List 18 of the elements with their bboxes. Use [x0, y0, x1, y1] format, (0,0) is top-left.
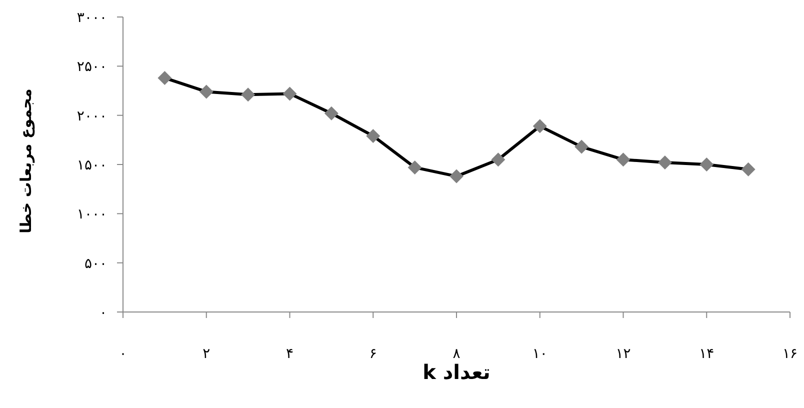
- x-tick-label: ۱۰: [532, 346, 548, 362]
- y-tick-label: ۲۰۰۰: [76, 108, 107, 124]
- x-tick-label: ۱۶: [782, 346, 798, 362]
- y-tick-label: ۱۰۰۰: [76, 206, 107, 223]
- x-tick-label: ۶: [369, 346, 377, 362]
- x-tick-label: ۸: [452, 346, 461, 362]
- x-tick-label: ۰: [119, 346, 127, 362]
- x-tick-label: ۴: [286, 346, 294, 362]
- x-tick-label: ۲: [202, 346, 210, 362]
- x-axis-title: تعداد k: [422, 360, 492, 384]
- y-tick-label: ۰: [99, 304, 107, 321]
- x-tick-label: ۱۴: [699, 346, 714, 362]
- y-tick-label: ۵۰۰: [84, 256, 107, 272]
- x-tick-label: ۱۲: [616, 346, 631, 362]
- y-tick-label: ۳۰۰۰: [76, 10, 107, 26]
- y-axis-title: مجموع مربعات خطا: [17, 88, 35, 236]
- y-tick-label: ۱۵۰۰: [76, 157, 107, 174]
- y-tick-label: ۲۵۰۰: [76, 59, 107, 76]
